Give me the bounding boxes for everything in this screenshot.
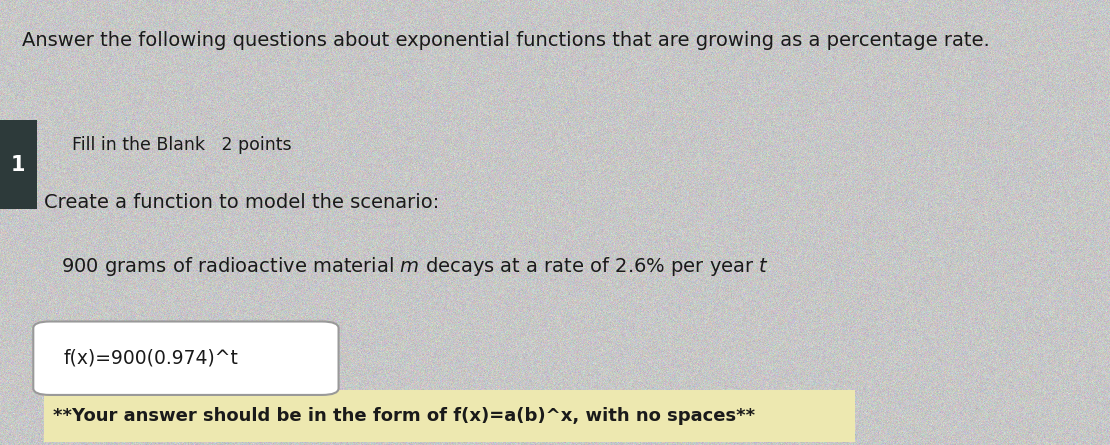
FancyBboxPatch shape <box>44 391 855 441</box>
FancyBboxPatch shape <box>0 120 37 209</box>
Text: **Your answer should be in the form of f(x)=a(b)^x, with no spaces**: **Your answer should be in the form of f… <box>53 407 756 425</box>
Text: f(x)=900(0.974)^t: f(x)=900(0.974)^t <box>63 349 239 368</box>
Text: Fill in the Blank   2 points: Fill in the Blank 2 points <box>72 136 292 154</box>
Text: Answer the following questions about exponential functions that are growing as a: Answer the following questions about exp… <box>22 31 990 50</box>
Text: 900 grams of radioactive material $m$ decays at a rate of 2.6% per year $t$: 900 grams of radioactive material $m$ de… <box>61 255 769 279</box>
FancyBboxPatch shape <box>33 321 339 395</box>
Text: Create a function to model the scenario:: Create a function to model the scenario: <box>44 193 440 212</box>
Text: 1: 1 <box>11 155 26 174</box>
